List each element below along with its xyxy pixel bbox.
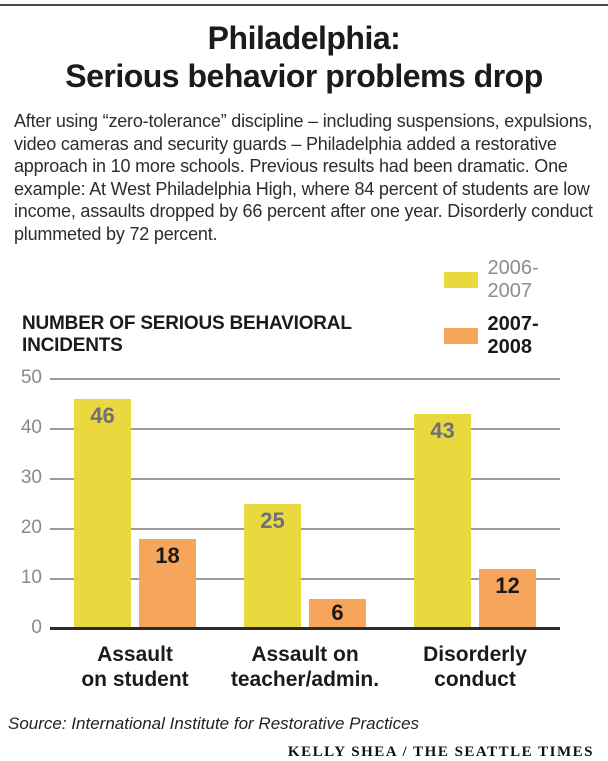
bar-group: 46 18 <box>50 379 220 629</box>
bar-group: 25 6 <box>220 379 390 629</box>
legend-label: 2007-2008 <box>487 313 539 358</box>
y-axis-tick-label: 50 <box>20 367 42 388</box>
category-label-line: Disorderly <box>423 643 527 666</box>
category-label-line: teacher/admin. <box>230 668 380 691</box>
bar-value-label: 25 <box>260 508 285 533</box>
y-axis-tick-label: 30 <box>20 467 42 488</box>
bar-groups: 46 18 25 6 43 12 <box>50 379 560 629</box>
gridline <box>50 478 560 480</box>
category-label-line: conduct <box>434 668 516 691</box>
category-label: Disorderly conduct <box>390 642 560 692</box>
top-rule <box>0 4 608 6</box>
x-axis-category-labels: Assault on student Assault on teacher/admin… <box>50 642 560 692</box>
y-axis-tick-label: 40 <box>20 417 42 438</box>
y-axis-tick-label: 0 <box>31 617 42 638</box>
intro-text: After using “zero-tolerance” discipline … <box>14 111 593 244</box>
category-label-line: on student <box>81 668 189 691</box>
bar-2007-2008: 6 <box>309 599 366 629</box>
title-line-1: Philadelphia: <box>207 20 401 56</box>
bar-2006-2007: 46 <box>74 399 131 629</box>
legend-swatch <box>443 272 478 288</box>
category-label: Assault on teacher/admin. <box>220 642 390 692</box>
source-text: Source: International Institute for Rest… <box>8 714 420 733</box>
chart-title: NUMBER OF SERIOUS BEHAVIORAL INCIDENTS <box>22 313 352 356</box>
category-label-line: Assault <box>97 643 173 666</box>
bar-value-label: 46 <box>90 403 115 428</box>
x-axis-baseline <box>50 627 560 630</box>
bar-2006-2007: 43 <box>414 414 471 629</box>
legend-swatch <box>443 328 478 344</box>
legend-item: 2006-2007 <box>443 257 580 303</box>
bar-chart: 0 10 20 30 40 50 46 18 25 6 43 12 Assault on student… <box>14 367 594 692</box>
y-axis-tick-label: 20 <box>20 517 42 538</box>
legend-item: 2007-2008 <box>443 313 580 359</box>
infographic: Philadelphia: Serious behavior problems … <box>0 4 608 761</box>
chart-header: NUMBER OF SERIOUS BEHAVIORAL INCIDENTS 2… <box>14 257 594 359</box>
bar-value-label: 43 <box>430 418 455 443</box>
y-axis-tick-label: 10 <box>20 567 42 588</box>
title-line-2: Serious behavior problems drop <box>65 58 543 94</box>
gridline <box>50 378 560 380</box>
legend-label: 2006-2007 <box>487 257 539 302</box>
bar-value-label: 6 <box>331 600 344 625</box>
category-label-line: Assault on <box>251 643 359 666</box>
bar-value-label: 18 <box>155 543 180 568</box>
credit-text: KELLY SHEA / THE SEATTLE TIMES <box>287 744 594 760</box>
gridline <box>50 578 560 580</box>
bar-2007-2008: 12 <box>479 569 536 629</box>
gridline <box>50 428 560 430</box>
bar-group: 43 12 <box>390 379 560 629</box>
category-label: Assault on student <box>50 642 220 692</box>
bar-value-label: 12 <box>495 573 520 598</box>
bar-2007-2008: 18 <box>139 539 196 629</box>
gridline <box>50 528 560 530</box>
plot-area: 0 10 20 30 40 50 46 18 25 6 43 12 <box>21 367 560 638</box>
bar-2006-2007: 25 <box>244 504 301 629</box>
chart-legend: 2006-2007 2007-2008 <box>443 257 580 359</box>
page-title: Philadelphia: Serious behavior problems … <box>14 19 594 95</box>
